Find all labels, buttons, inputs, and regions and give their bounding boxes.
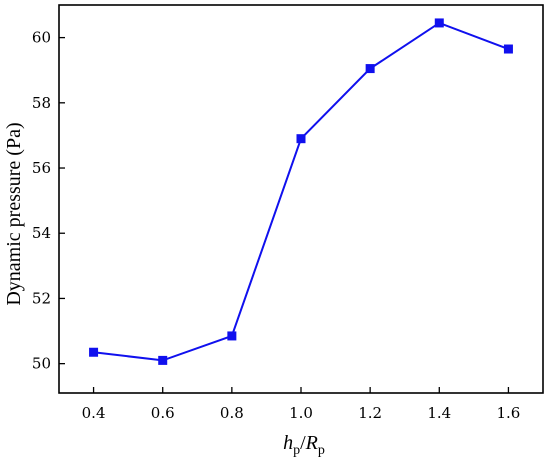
y-tick-label: 60 <box>32 29 51 47</box>
x-axis-title-sub-p2: p <box>318 443 325 458</box>
data-point <box>296 134 306 144</box>
x-tick-label: 0.6 <box>151 404 175 422</box>
x-tick-label: 1.0 <box>289 404 313 422</box>
y-tick-label: 50 <box>32 355 51 373</box>
plot-area <box>58 4 544 394</box>
data-point <box>365 64 375 74</box>
y-tick-label: 56 <box>32 159 51 177</box>
data-point <box>158 355 168 365</box>
x-tick-label: 0.8 <box>220 404 244 422</box>
series-line <box>93 21 509 362</box>
x-tick-label: 1.2 <box>358 404 382 422</box>
series-layer <box>89 18 513 365</box>
data-point <box>227 331 237 341</box>
x-axis-title-h: h <box>283 432 293 454</box>
x-axis-title-sub-p1: p <box>293 443 300 458</box>
y-axis-ticks: 50 52 54 56 58 60 <box>32 29 65 373</box>
x-axis-ticks: 0.4 0.6 0.8 1.0 1.2 1.4 1.6 <box>82 387 520 422</box>
y-axis-title: Dynamic pressure (Pa) <box>3 122 25 305</box>
data-point <box>503 44 513 54</box>
data-point <box>89 347 99 357</box>
x-tick-label: 1.6 <box>496 404 520 422</box>
x-axis-title-slash: / <box>300 432 306 454</box>
x-axis-title-r: R <box>305 432 318 454</box>
y-tick-label: 54 <box>32 224 51 242</box>
plot-frame <box>58 4 544 394</box>
x-axis-title: hp/Rp <box>283 432 325 458</box>
y-tick-label: 58 <box>32 94 51 112</box>
y-tick-label: 52 <box>32 289 51 307</box>
x-tick-label: 0.4 <box>82 404 106 422</box>
x-tick-label: 1.4 <box>427 404 451 422</box>
data-point <box>434 18 444 28</box>
